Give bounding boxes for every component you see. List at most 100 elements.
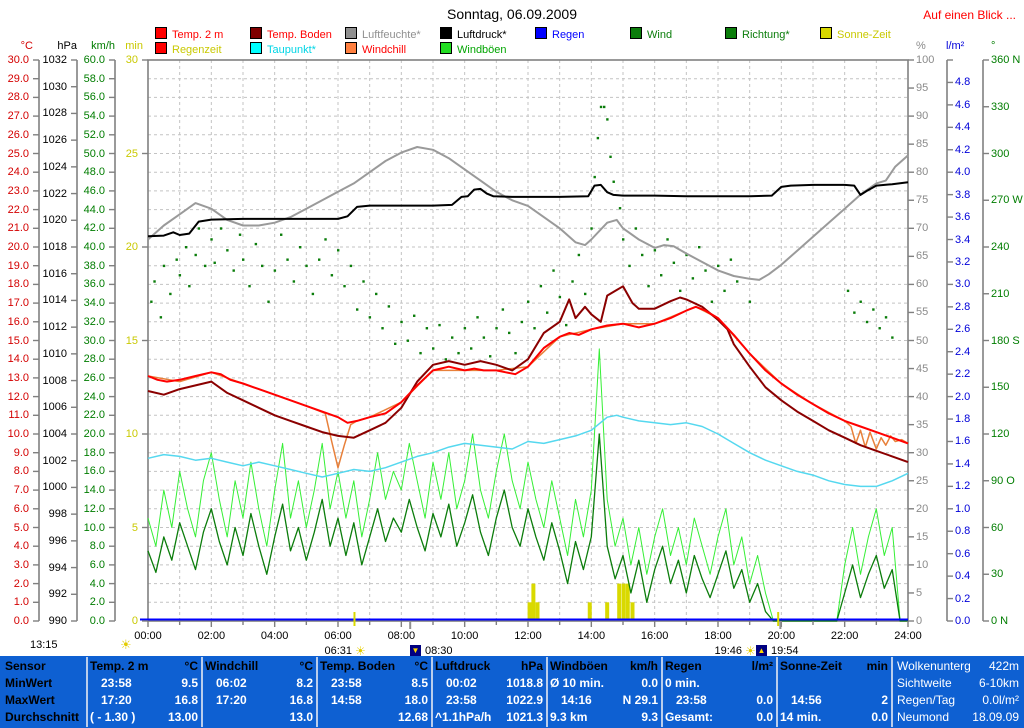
wind-direction-dot	[501, 308, 505, 311]
wind-direction-dot	[432, 347, 435, 350]
axis-tick-label-temp: 15.0	[7, 334, 29, 347]
x-axis-label: 20:00	[767, 630, 796, 642]
sunshine-bar	[617, 583, 622, 620]
wind-direction-dot	[489, 355, 492, 358]
axis-tick-label-temp: 18.0	[7, 278, 29, 291]
legend-item-regenzeit[interactable]: Regenzeit	[155, 42, 222, 56]
table-col-unit: km/h	[629, 659, 658, 673]
axis-tick-label-deg: 330	[991, 100, 1010, 113]
axis-tick-label-hpa: 1006	[42, 401, 67, 414]
wind-direction-dot	[197, 227, 201, 230]
wind-direction-dot	[603, 105, 606, 109]
wind-direction-dot	[204, 264, 207, 268]
wind-direction-dot	[736, 280, 739, 283]
wind-direction-dot	[175, 258, 178, 261]
wind-direction-dot	[558, 295, 562, 299]
table-cell-time: Gesamt:	[665, 710, 714, 724]
wind-direction-dot	[349, 264, 353, 268]
table-cell-time: 06:02	[216, 676, 247, 690]
current-time-label: 13:15	[30, 639, 58, 651]
legend-item-sonne-zeit[interactable]: Sonne-Zeit	[820, 27, 891, 41]
axis-tick-label-deg: 270 W	[991, 194, 1023, 207]
wind-direction-dot	[552, 269, 555, 272]
axis-tick-label-temp: 14.0	[7, 353, 29, 366]
axis-tick-label-kmh: 50.0	[83, 147, 105, 160]
axis-tick-label-lm2: 0.6	[955, 547, 971, 560]
legend-item-windchill[interactable]: Windchill	[345, 42, 406, 56]
x-axis-label: 06:00	[324, 630, 352, 642]
wind-direction-dot	[444, 358, 448, 361]
table-cell-time: 23:58	[331, 676, 362, 690]
table-cell-time: 14:16	[561, 693, 592, 707]
table-cell-value: 1018.8	[506, 676, 543, 690]
legend-item-luftdruck-[interactable]: Luftdruck*	[440, 27, 507, 41]
axis-tick-label-kmh: 6.0	[89, 558, 105, 571]
table-cell-value: 12.68	[397, 710, 428, 724]
axis-unit-temp: °C	[20, 40, 33, 52]
page-title: Sonntag, 06.09.2009	[446, 6, 577, 22]
wind-direction-dot	[628, 264, 631, 268]
wind-direction-dot	[495, 327, 498, 330]
table-info-value: 18.09.09	[972, 710, 1019, 724]
wind-direction-dot	[476, 316, 479, 319]
legend-item-label: Luftdruck*	[457, 29, 507, 41]
sunrise-sun-icon: ☀	[355, 644, 366, 658]
axis-unit-lm2: l/m²	[946, 40, 965, 52]
wind-direction-dot	[400, 320, 403, 324]
axis-tick-label-hpa: 1014	[42, 294, 67, 307]
axis-tick-label-kmh: 34.0	[83, 297, 105, 310]
legend-item-luftfeuchte-[interactable]: Luftfeuchte*	[345, 27, 421, 41]
wind-direction-dot	[596, 136, 600, 140]
legend-item-temp-boden[interactable]: Temp. Boden	[250, 27, 332, 41]
wind-direction-dot	[653, 249, 657, 252]
axis-tick-label-lm2: 2.6	[955, 323, 971, 336]
axis-tick-label-hpa: 1002	[42, 454, 67, 467]
axis-tick-label-kmh: 4.0	[89, 577, 105, 590]
axis-tick-label-kmh: 18.0	[83, 446, 105, 459]
legend-item-wind[interactable]: Wind	[630, 27, 672, 41]
axis-unit-deg: °	[991, 40, 996, 52]
axis-tick-label-kmh: 40.0	[83, 241, 105, 253]
wind-direction-dot	[660, 274, 663, 277]
axis-tick-label-hpa: 1024	[42, 160, 67, 173]
wind-direction-dot	[381, 327, 384, 330]
axis-tick-label-kmh: 52.0	[83, 128, 105, 141]
axis-tick-label-pct: 25	[916, 474, 929, 487]
wind-direction-dot	[337, 249, 340, 252]
axis-tick-label-lm2: 3.8	[955, 188, 971, 201]
axis-tick-label-min: 30	[125, 54, 138, 66]
table-cell-value: 0.0	[756, 710, 773, 724]
legend-item-taupunkt-[interactable]: Taupunkt*	[250, 42, 316, 56]
axis-tick-label-temp: 27.0	[7, 110, 29, 123]
table-cell-value: 16.8	[289, 693, 313, 707]
table-cell-value: N 29.1	[622, 693, 658, 707]
axis-tick-label-lm2: 0.4	[955, 570, 971, 583]
legend-item-regen[interactable]: Regen	[535, 27, 584, 41]
legend-item-label: Windböen	[457, 44, 507, 56]
axis-tick-label-lm2: 3.2	[955, 255, 971, 268]
axis-tick-label-kmh: 30.0	[83, 334, 105, 347]
axis-tick-label-lm2: 3.6	[955, 211, 971, 224]
wind-direction-dot	[368, 316, 372, 319]
at-a-glance-link[interactable]: Auf einen Blick ...	[923, 8, 1016, 22]
table-cell-time: ( - 1.30 )	[90, 710, 136, 724]
x-axis-label: 04:00	[260, 630, 289, 642]
wind-direction-dot	[185, 246, 188, 249]
table-cell-value: 13.0	[289, 710, 313, 724]
axis-tick-label-lm2: 0.0	[955, 615, 971, 627]
axis-tick-label-deg: 120	[991, 428, 1010, 440]
legend-item-windb-en[interactable]: Windböen	[440, 42, 507, 56]
axis-tick-label-min: 10	[125, 428, 138, 440]
axis-unit-min: min	[125, 40, 143, 52]
axis-tick-label-pct: 80	[916, 166, 929, 179]
table-cell-value: 0.0	[871, 710, 888, 724]
axis-tick-label-hpa: 994	[48, 561, 67, 574]
legend-item-label: Richtung*	[742, 29, 790, 41]
axis-tick-label-lm2: 1.8	[955, 413, 971, 426]
axis-tick-label-pct: 90	[916, 110, 929, 123]
wind-direction-dot	[169, 292, 172, 296]
axis-tick-label-temp: 20.0	[7, 241, 29, 253]
legend-item-richtung-[interactable]: Richtung*	[725, 27, 790, 41]
axis-tick-label-pct: 35	[916, 418, 929, 431]
legend-item-temp-2-m[interactable]: Temp. 2 m	[155, 27, 223, 41]
